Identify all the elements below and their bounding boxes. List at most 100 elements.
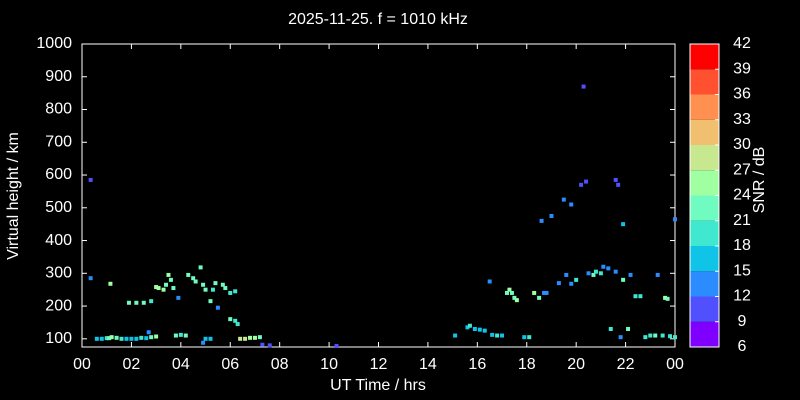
colorbar-tick-label: 9: [738, 313, 747, 330]
colorbar-band: [690, 44, 719, 70]
data-point: [248, 335, 253, 340]
data-point: [141, 300, 146, 305]
data-point: [203, 287, 208, 292]
data-point: [579, 182, 584, 187]
data-point: [467, 323, 472, 328]
data-point: [586, 271, 591, 276]
data-point: [146, 330, 151, 335]
colorbar-band: [690, 170, 719, 196]
data-point: [176, 295, 181, 300]
y-tick-label: 200: [45, 297, 72, 314]
data-point: [238, 336, 243, 341]
data-point: [191, 276, 196, 281]
colorbar-tick-label: 21: [733, 212, 751, 229]
data-point: [208, 299, 213, 304]
colorbar-band: [690, 296, 719, 322]
data-point: [593, 269, 598, 274]
data-point: [88, 276, 93, 281]
x-axis-label: UT Time / hrs: [330, 377, 426, 394]
data-point: [621, 277, 626, 282]
data-point: [203, 336, 208, 341]
data-point: [569, 202, 574, 207]
colorbar-tick-label: 42: [733, 35, 751, 52]
data-point: [643, 335, 648, 340]
colorbar-band: [690, 246, 719, 272]
data-point: [139, 335, 144, 340]
data-point: [260, 342, 265, 347]
data-point: [472, 326, 477, 331]
data-point: [673, 217, 677, 222]
data-point: [613, 269, 618, 274]
x-tick-label: 04: [172, 356, 190, 373]
colorbar-band: [690, 195, 719, 221]
data-point: [668, 334, 673, 339]
data-point: [164, 282, 169, 287]
x-tick-label: 16: [468, 356, 486, 373]
data-point: [539, 218, 544, 223]
data-point: [574, 277, 579, 282]
data-point: [542, 290, 547, 295]
x-tick-label: 08: [271, 356, 289, 373]
data-point: [267, 343, 272, 348]
data-point: [201, 340, 206, 345]
data-point: [663, 295, 668, 300]
colorbar-tick-label: 39: [733, 60, 751, 77]
data-point: [638, 294, 643, 299]
y-axis-label: Virtual height / km: [5, 132, 22, 260]
data-point: [584, 179, 589, 184]
data-point: [144, 336, 149, 341]
data-point: [504, 290, 509, 295]
y-tick-label: 900: [45, 68, 72, 85]
data-point: [628, 272, 633, 277]
x-tick-label: 22: [617, 356, 635, 373]
data-point: [166, 272, 171, 277]
colorbar-band: [690, 69, 719, 95]
data-point: [220, 282, 225, 287]
data-point: [522, 335, 527, 340]
data-point: [527, 335, 532, 340]
data-point: [208, 336, 213, 341]
x-tick-label: 06: [221, 356, 239, 373]
data-point: [129, 336, 134, 341]
colorbar-band: [690, 271, 719, 297]
data-point: [598, 271, 603, 276]
data-point: [149, 299, 154, 304]
x-tick-label: 18: [518, 356, 536, 373]
x-tick-label: 00: [666, 356, 684, 373]
data-point: [500, 333, 505, 338]
data-point: [228, 290, 233, 295]
data-point: [613, 177, 618, 182]
y-tick-label: 800: [45, 101, 72, 118]
data-point: [243, 336, 248, 341]
data-point: [591, 272, 596, 277]
data-point: [119, 336, 124, 341]
data-point: [107, 336, 112, 341]
data-point: [104, 336, 109, 341]
data-point: [561, 197, 566, 202]
colorbar-band: [690, 321, 719, 347]
data-point: [215, 305, 220, 310]
data-point: [198, 265, 203, 270]
data-point: [88, 177, 93, 182]
data-point: [453, 333, 458, 338]
data-point: [235, 322, 240, 327]
data-point: [537, 295, 542, 300]
data-point: [178, 332, 183, 337]
data-point: [183, 333, 188, 338]
data-point: [507, 287, 512, 292]
y-tick-label: 400: [45, 232, 72, 249]
x-tick-label: 00: [73, 356, 91, 373]
data-point: [124, 336, 129, 341]
data-point: [465, 325, 470, 330]
data-point: [512, 295, 517, 300]
chart-title: 2025-11-25. f = 1010 kHz: [288, 11, 468, 28]
data-point: [569, 281, 574, 286]
colorbar-band: [690, 145, 719, 171]
data-point: [564, 272, 569, 277]
data-point: [154, 334, 159, 339]
data-point: [173, 333, 178, 338]
data-point: [186, 272, 191, 277]
x-tick-label: 12: [370, 356, 388, 373]
data-point: [655, 272, 660, 277]
